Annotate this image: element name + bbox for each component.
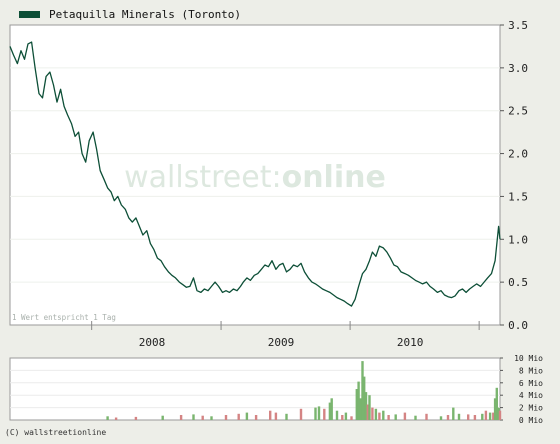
volume-bar (493, 398, 497, 420)
volume-bar (179, 415, 183, 420)
annotation: 1 Wert entspricht 1 Tag (12, 313, 116, 322)
volume-bar (134, 416, 138, 420)
volume-bar (114, 417, 118, 420)
volume-bar (330, 398, 333, 420)
volume-bar (394, 414, 397, 420)
volume-bar (446, 415, 450, 420)
volume-bar (269, 410, 272, 420)
volume-bar (495, 387, 498, 420)
volume-bar (359, 398, 362, 420)
volume-bar (285, 413, 288, 420)
volume-bar (355, 389, 358, 420)
volume-bar (363, 376, 366, 420)
volume-bar (341, 415, 344, 420)
volume-bar (357, 381, 360, 420)
volume-bar (224, 415, 228, 420)
y-tick-label: 2.5 (508, 105, 528, 118)
volume-bar (452, 407, 455, 420)
x-tick-label: 2010 (397, 336, 424, 349)
footer-copyright: (C) wallstreetionline (5, 428, 107, 437)
vol-y-tick-label: 6 Mio (519, 379, 543, 388)
volume-bar (192, 414, 195, 420)
volume-bar (498, 410, 502, 420)
y-tick-label: 3.0 (508, 62, 528, 75)
y-tick-label: 2.0 (508, 148, 528, 161)
volume-bar (361, 361, 364, 420)
volume-bar (425, 413, 428, 420)
x-tick-label: 2008 (139, 336, 166, 349)
vol-y-tick-label: 0 Mio (519, 416, 543, 425)
volume-bar (328, 402, 332, 420)
volume-bar (457, 413, 461, 420)
volume-bar (492, 412, 495, 420)
vol-y-tick-label: 2 Mio (519, 404, 543, 413)
volume-bar (350, 416, 353, 420)
volume-bar (382, 410, 385, 420)
volume-bar (366, 404, 369, 420)
volume-bar (414, 415, 417, 420)
y-tick-label: 1.0 (508, 233, 528, 246)
volume-bar (368, 395, 371, 420)
volume-bar (364, 392, 368, 420)
legend-swatch (19, 11, 40, 18)
y-tick-label: 3.5 (508, 19, 528, 32)
volume-bar (161, 415, 164, 420)
volume-bar (371, 407, 374, 420)
volume-bar (245, 412, 249, 420)
volume-bar (210, 416, 213, 420)
volume-bar (201, 415, 204, 420)
y-tick-label: 0.0 (508, 319, 528, 332)
volume-bar (403, 412, 407, 420)
volume-bar (378, 412, 381, 420)
volume-bar (484, 410, 488, 420)
volume-bar (497, 407, 500, 420)
volume-bar (106, 416, 109, 420)
volume-bar (274, 412, 278, 420)
price-line (9, 41, 501, 307)
volume-bar (335, 410, 339, 420)
volume-bar (323, 408, 326, 420)
volume-bar (439, 416, 443, 420)
legend-label: Petaquilla Minerals (Toronto) (49, 8, 241, 21)
watermark: wallstreet:online (124, 160, 386, 195)
volume-bar (237, 413, 240, 420)
vol-y-tick-label: 4 Mio (519, 391, 543, 400)
vol-y-tick-label: 10 Mio (514, 354, 543, 363)
volume-bar (317, 406, 321, 420)
volume-bar (481, 413, 484, 420)
volume-bar (299, 408, 303, 420)
vol-y-tick-label: 8 Mio (519, 366, 543, 375)
volume-bar (314, 407, 317, 420)
volume-bar (374, 408, 378, 420)
volume-bar (387, 415, 390, 420)
volume-area (9, 357, 501, 421)
volume-bar (488, 412, 492, 420)
y-tick-label: 1.5 (508, 190, 528, 203)
y-tick-label: 0.5 (508, 276, 528, 289)
volume-bar (344, 412, 348, 420)
volume-bar (473, 415, 477, 420)
volume-bar (254, 415, 258, 420)
volume-bar (467, 414, 470, 420)
x-tick-label: 2009 (268, 336, 295, 349)
